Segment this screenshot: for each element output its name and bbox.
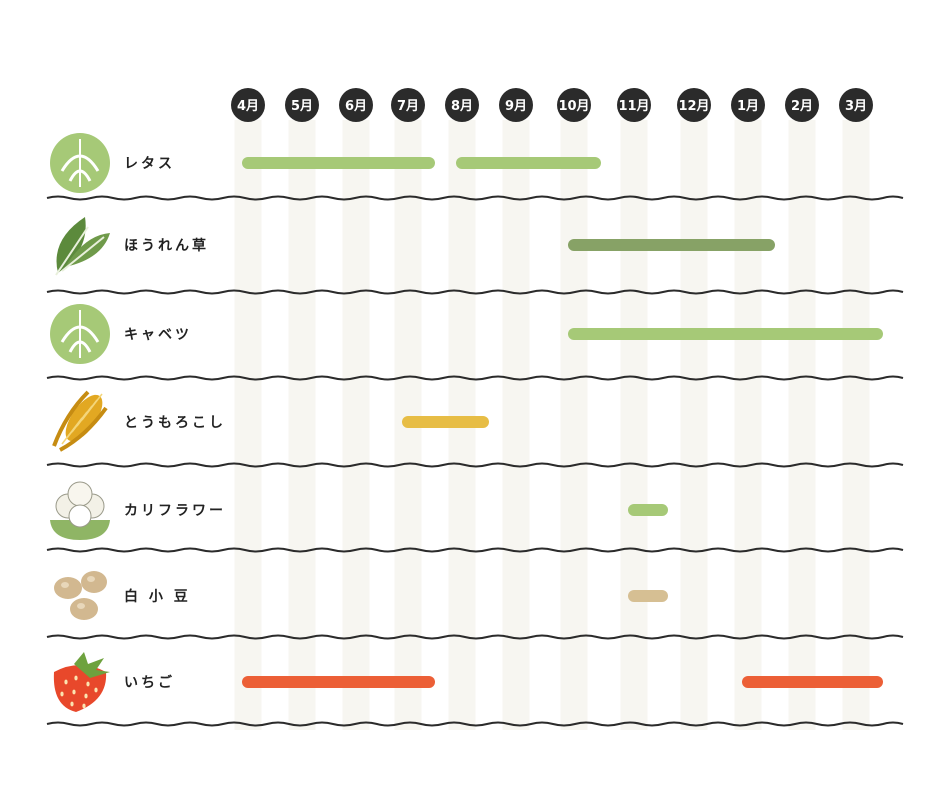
harvest-period-bar [568,239,775,251]
month-badge: 1月 [731,88,765,122]
vegetable-name: レタス [124,156,175,172]
month-label: 12月 [678,99,709,114]
month-badge-circle [231,88,265,122]
month-column-stripe [288,120,316,730]
vegetable-row: キャベツ [46,304,904,381]
month-column-stripe [680,120,708,730]
row-divider [46,289,904,295]
vegetable-name: カリフラワー [124,503,226,519]
month-badge: 2月 [785,88,819,122]
month-label: 3月 [845,99,867,114]
vegetable-name: いちご [124,674,175,691]
month-badge-circle [499,88,533,122]
month-badge: 11月 [617,88,651,122]
month-column-stripe [734,120,762,730]
harvest-period-bar [402,416,489,428]
month-label: 4月 [237,99,259,114]
month-label: 7月 [397,99,419,114]
month-label: 11月 [618,99,649,114]
harvest-period-bar [242,676,435,688]
harvest-period-bar [628,504,668,516]
vegetable-name: キャベツ [124,327,192,343]
month-badge-circle [285,88,319,122]
vegetable-row: ほうれん草 [46,217,904,295]
month-badge: 9月 [499,88,533,122]
month-column-stripe [342,120,370,730]
month-column-stripe [234,120,262,730]
month-label: 1月 [737,99,759,114]
vegetable-name: とうもろこし [124,415,226,431]
cabbage-icon [50,304,110,364]
month-badge: 12月 [677,88,711,122]
vegetable-row: カリフラワー [46,481,904,553]
month-column-stripe [620,120,648,730]
month-label: 9月 [505,99,527,114]
month-badge-circle [785,88,819,122]
vegetable-row: とうもろこし [46,390,904,468]
row-divider [46,634,904,640]
month-label: 6月 [345,99,367,114]
month-badge: 4月 [231,88,265,122]
month-header: 4月 5月 6月 7月 8月 9月 10月 11月 12月 1月 2月 3月 [231,88,873,122]
month-badge-circle [339,88,373,122]
month-badge-circle [839,88,873,122]
month-badge: 10月 [557,88,591,122]
month-badge: 3月 [839,88,873,122]
month-label: 5月 [291,99,313,114]
row-divider [46,195,904,201]
month-badge-circle [391,88,425,122]
row-divider [46,721,904,727]
harvest-period-bar [242,157,435,169]
month-badge: 6月 [339,88,373,122]
vegetable-row: レタス [46,133,904,201]
month-label: 2月 [791,99,813,114]
month-label: 8月 [451,99,473,114]
row-divider [46,462,904,468]
month-column-stripe [788,120,816,730]
month-badge: 7月 [391,88,425,122]
month-badge-circle [677,88,711,122]
month-badge-circle [617,88,651,122]
harvest-period-bar [628,590,668,602]
corn-icon [52,390,108,452]
spinach-icon [55,217,110,276]
harvest-period-bar [742,676,883,688]
month-badge-circle [731,88,765,122]
cauliflower-icon [50,481,110,540]
month-badge: 5月 [285,88,319,122]
row-divider [46,547,904,553]
harvest-period-bar [456,157,601,169]
month-column-stripe [502,120,530,730]
month-column-stripe [842,120,870,730]
lettuce-icon [50,133,110,193]
month-column-stripes [234,120,870,730]
month-badge-circle [557,88,591,122]
strawberry-icon [53,652,110,712]
row-divider [46,375,904,381]
month-column-stripe [560,120,588,730]
vegetable-row: いちご [46,652,904,727]
white-adzuki-bean-icon [54,571,107,620]
month-badge-circle [445,88,479,122]
month-label: 10月 [558,99,589,114]
month-badge: 8月 [445,88,479,122]
vegetable-name: 白 小 豆 [124,588,191,605]
vegetable-name: ほうれん草 [124,237,209,254]
harvest-period-bar [568,328,883,340]
vegetable-row: 白 小 豆 [46,571,904,640]
